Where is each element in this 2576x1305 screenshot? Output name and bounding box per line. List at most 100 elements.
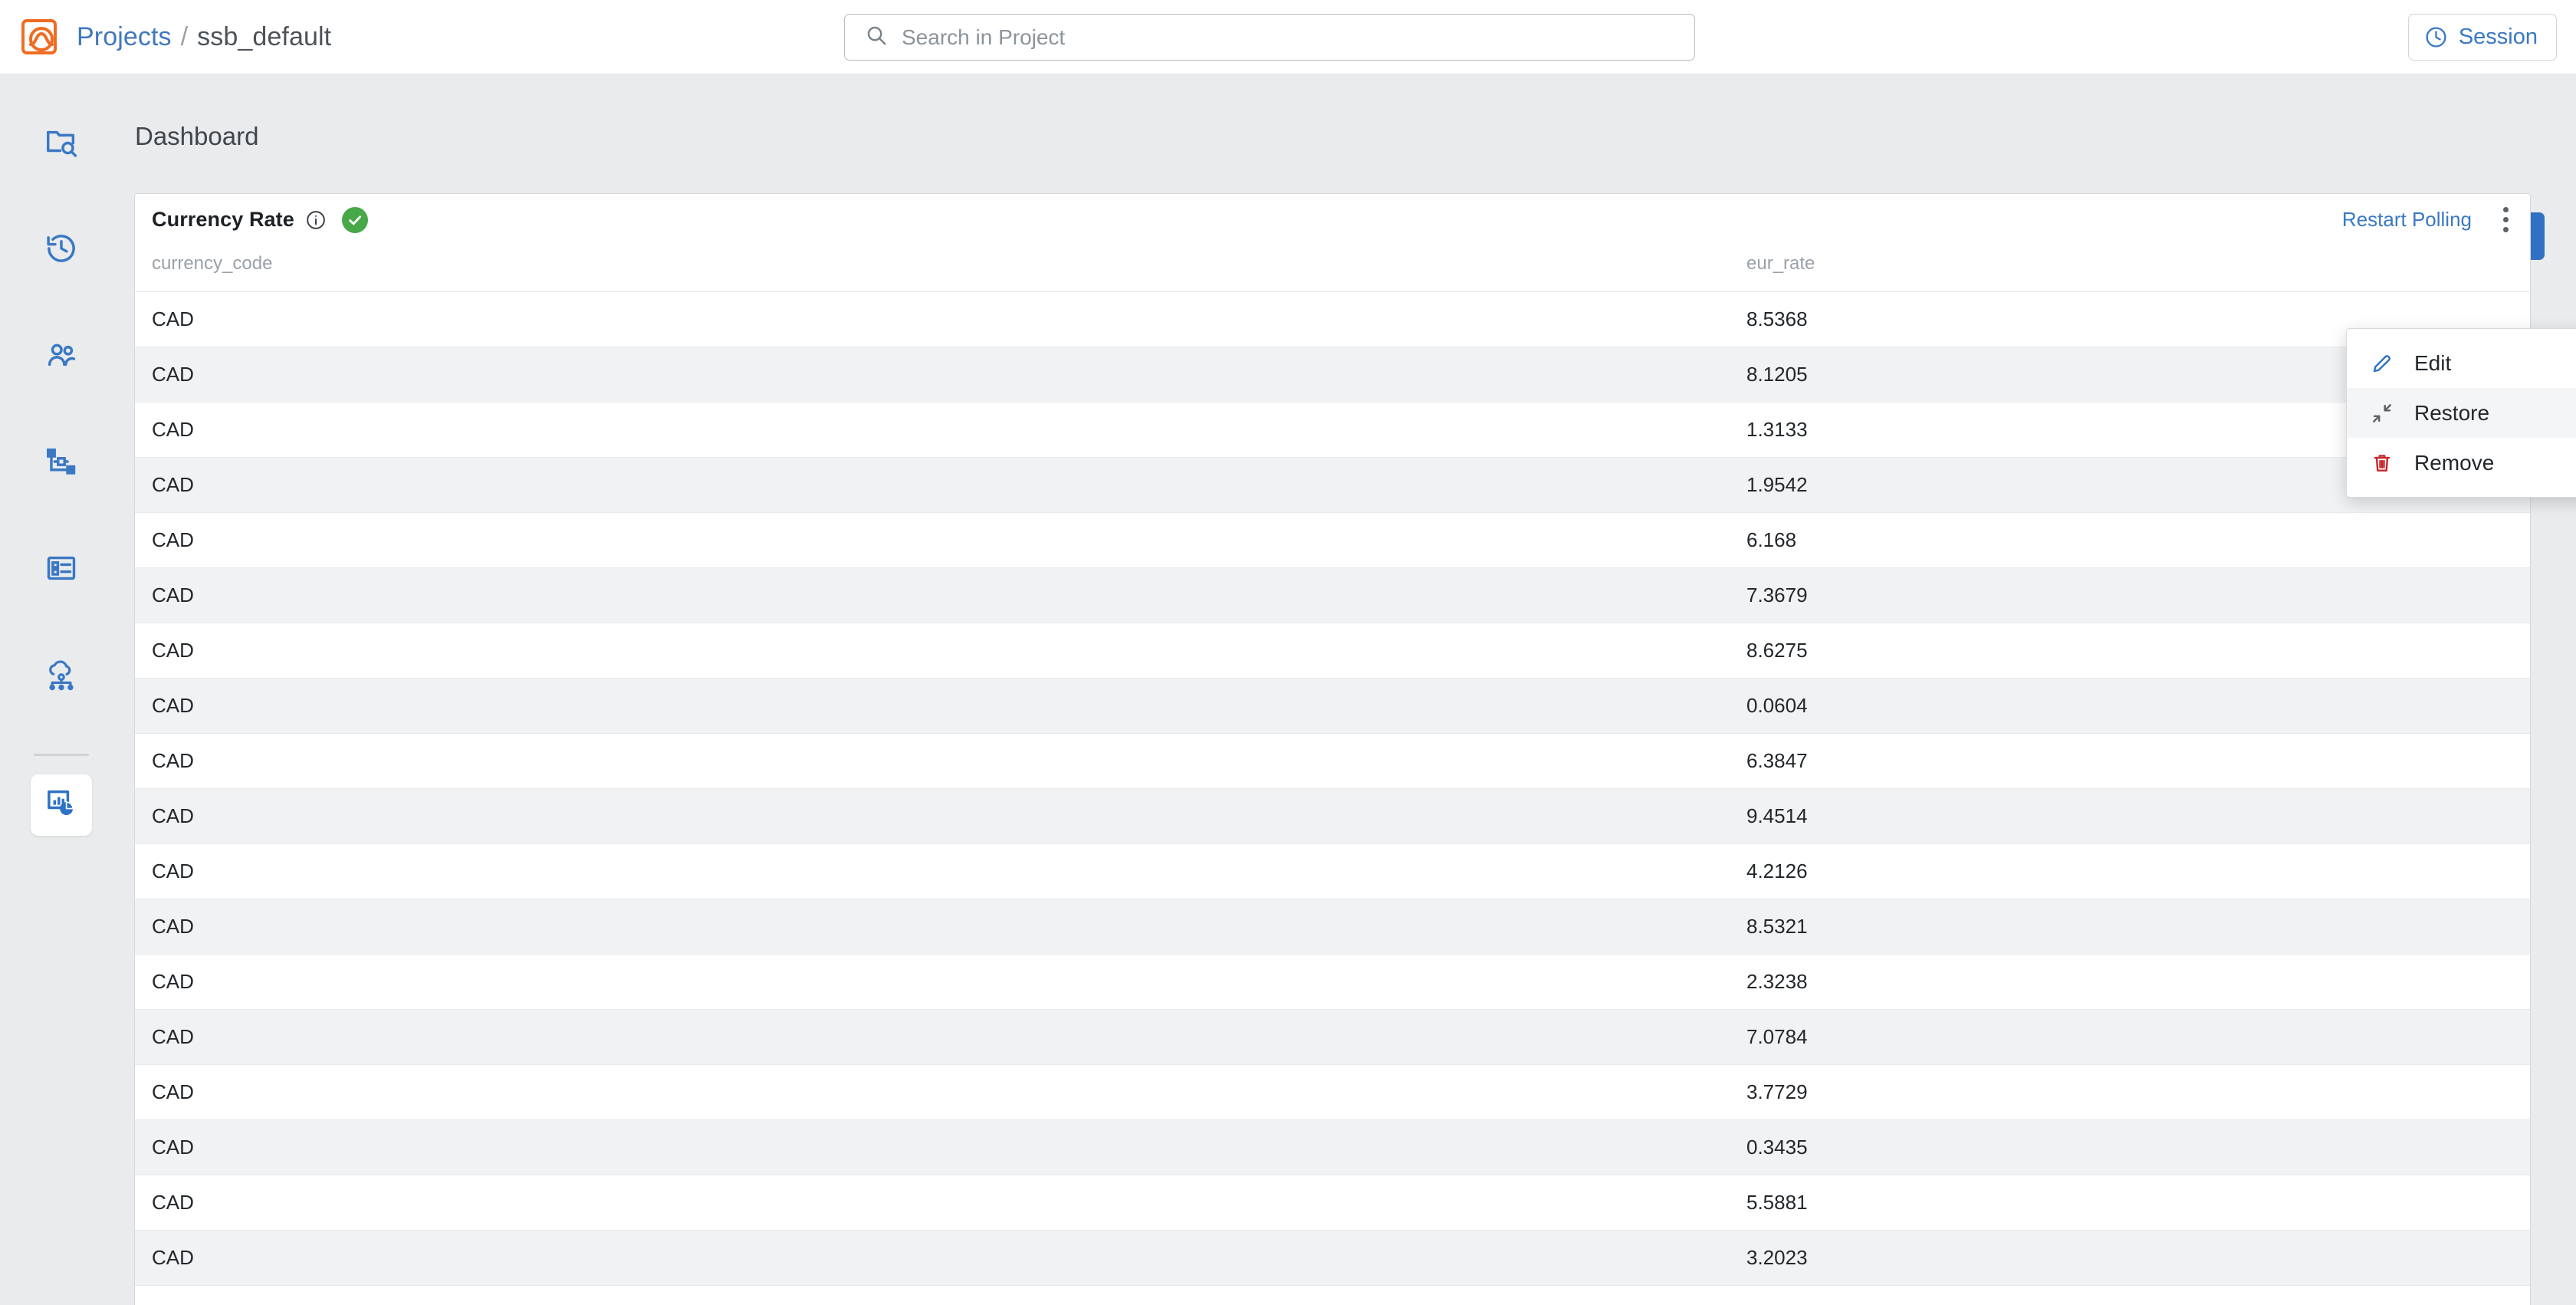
cell-rate-time: 2023-05-22T11:13:22.485 <box>2515 512 2530 568</box>
trash-icon <box>2370 452 2394 475</box>
dashboard-chart-icon <box>44 787 78 824</box>
dashboard-header: Dashboard <box>123 74 2576 193</box>
sidebar-item-jobs[interactable] <box>31 432 92 494</box>
menu-item-restore[interactable]: Restore <box>2347 388 2576 438</box>
list-table-icon <box>44 551 79 590</box>
search-box[interactable] <box>844 14 1695 61</box>
widget-title: Currency Rate <box>152 208 294 231</box>
status-badge <box>341 206 368 233</box>
column-header-eur-rate[interactable]: eur_rate <box>1730 245 2515 292</box>
history-clock-icon <box>44 231 79 270</box>
sidebar-item-data-sources[interactable] <box>31 646 92 707</box>
widget-header-actions: Restart Polling <box>2342 194 2516 245</box>
cell-rate-time <box>2515 1285 2530 1305</box>
info-circle-icon[interactable] <box>305 209 327 231</box>
table-row: CAD <box>135 1285 2530 1305</box>
breadcrumb-current-project: ssb_default <box>197 21 332 51</box>
menu-item-edit[interactable]: Edit <box>2347 338 2576 388</box>
cell-eur-rate: 7.0784 <box>1730 1009 2515 1065</box>
table-body: CAD8.53682023-05-22T11:13:06.741CAD8.120… <box>135 291 2530 1305</box>
folder-search-icon <box>44 124 79 163</box>
cell-eur-rate: 0.0604 <box>1730 678 2515 734</box>
cell-currency-code: CAD <box>135 788 1730 844</box>
cell-eur-rate: 7.3679 <box>1730 567 2515 623</box>
cell-currency-code: CAD <box>135 954 1730 1010</box>
users-icon <box>44 337 79 376</box>
cell-currency-code: CAD <box>135 291 1730 347</box>
sidebar-item-explorer[interactable] <box>31 113 92 174</box>
cell-currency-code: CAD <box>135 678 1730 734</box>
more-vertical-icon[interactable] <box>2498 202 2516 238</box>
collapse-arrows-icon <box>2370 402 2394 425</box>
session-button-label: Session <box>2458 25 2538 49</box>
sidebar <box>0 74 123 1305</box>
topology-flow-icon <box>44 444 79 483</box>
breadcrumb: Projects / ssb_default <box>77 22 331 52</box>
cell-currency-code: CAD <box>135 1009 1730 1065</box>
breadcrumb-projects-link[interactable]: Projects <box>77 21 172 51</box>
cell-rate-time: 2023-05-22T11:13:43.759 <box>2515 843 2530 899</box>
cloudera-logo[interactable] <box>21 19 57 54</box>
cloudera-logo-mark <box>29 27 54 51</box>
restart-polling-button[interactable]: Restart Polling <box>2341 208 2472 231</box>
search-icon <box>865 24 888 51</box>
cell-currency-code: CAD <box>135 1175 1730 1231</box>
cell-currency-code: CAD <box>135 512 1730 568</box>
widget-currency-rate: Currency Rate Restart Polling <box>134 193 2531 1305</box>
cell-currency-code: CAD <box>135 402 1730 458</box>
cell-eur-rate: 5.5881 <box>1730 1175 2515 1231</box>
cell-rate-time: 2023-05-22T11:13:34.819 <box>2515 623 2530 679</box>
cell-currency-code: CAD <box>135 733 1730 789</box>
cell-eur-rate <box>1730 1285 2515 1305</box>
cell-rate-time: 2023-05-22T11:13:31.749 <box>2515 733 2530 789</box>
cell-rate-time: 2023-05-22T11:13:55.474 <box>2515 1175 2530 1231</box>
kebab-dot <box>2502 217 2509 222</box>
clock-icon <box>2424 25 2448 49</box>
sidebar-item-users[interactable] <box>31 326 92 387</box>
main-content: Dashboard New Widget Currency Rate <box>123 74 2576 1305</box>
page-title: Dashboard <box>135 122 259 150</box>
kebab-dot <box>2502 207 2509 212</box>
menu-item-remove[interactable]: Remove <box>2347 438 2576 488</box>
session-button[interactable]: Session <box>2407 14 2557 61</box>
cell-rate-time: 2023-05-22T11:13:39.299 <box>2515 678 2530 734</box>
cell-eur-rate: 2.3238 <box>1730 954 2515 1010</box>
cell-currency-code: CAD <box>135 1230 1730 1286</box>
cell-currency-code: CAD <box>135 623 1730 679</box>
cell-currency-code: CAD <box>135 567 1730 623</box>
sidebar-item-tables[interactable] <box>31 539 92 600</box>
sidebar-item-dashboard[interactable] <box>31 774 92 836</box>
widget-header: Currency Rate Restart Polling <box>135 194 2530 245</box>
cell-currency-code: CAD <box>135 1119 1730 1175</box>
cell-eur-rate: 9.4514 <box>1730 788 2515 844</box>
cell-currency-code: CAD <box>135 1285 1730 1305</box>
cell-currency-code: CAD <box>135 843 1730 899</box>
cell-currency-code: CAD <box>135 457 1730 513</box>
currency-rate-table: currency_code eur_rate rate_time CAD8.53… <box>135 245 2530 1305</box>
cell-eur-rate: 8.5321 <box>1730 899 2515 955</box>
column-header-currency-code[interactable]: currency_code <box>135 245 1730 292</box>
column-header-rate-time[interactable]: rate_time <box>2515 245 2530 292</box>
cell-rate-time: 2023-05-22T11:14:00.995 <box>2515 1064 2530 1120</box>
cloud-network-icon <box>44 657 79 696</box>
sidebar-item-history[interactable] <box>31 219 92 281</box>
cell-eur-rate: 8.6275 <box>1730 623 2515 679</box>
cell-rate-time: 2023-05-22T11:13:44.273 <box>2515 954 2530 1010</box>
sidebar-divider <box>34 754 89 756</box>
search-input[interactable] <box>902 25 1592 50</box>
cell-currency-code: CAD <box>135 1064 1730 1120</box>
